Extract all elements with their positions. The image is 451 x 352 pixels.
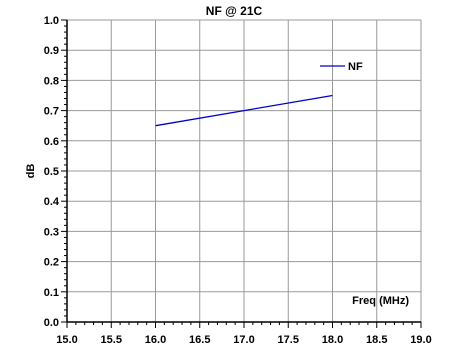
series-layer [155,94,333,127]
y-tick-label: 0.7 [44,106,59,118]
y-tick-label: 0.0 [44,317,59,329]
y-tick-label: 0.8 [44,75,59,87]
x-tick-label: 17.5 [278,334,299,346]
x-tick-label: 17.0 [233,334,254,346]
x-tick-label: 18.0 [322,334,343,346]
y-tick-label: 0.9 [44,45,59,57]
legend: NF [320,61,363,73]
y-tick-label: 0.5 [44,166,59,178]
x-tick-label: 15.5 [101,334,122,346]
y-tick-label: 0.3 [44,226,59,238]
y-axis-label: dB [25,164,37,179]
y-tick-label: 0.1 [44,287,59,299]
axis-layer [61,19,422,328]
series-line-nf [155,94,333,127]
grid-layer [67,19,422,322]
x-tick-label: 18.5 [366,334,387,346]
chart-title: NF @ 21C [206,4,263,18]
y-tick-label: 0.4 [44,196,60,208]
y-tick-label: 1.0 [44,15,59,27]
y-tick-label: 0.6 [44,136,59,148]
x-tick-label: 15.0 [56,334,77,346]
x-tick-label: 19.0 [410,334,431,346]
x-tick-label: 16.5 [189,334,210,346]
legend-label: NF [348,61,363,73]
y-tick-label: 0.2 [44,257,59,269]
tick-layer: 15.0 15.5 16.0 16.5 17.0 17.5 18.0 18.5 19.0 0.0 0… [44,15,432,346]
x-axis-label: Freq (MHz) [352,295,409,307]
x-tick-label: 16.0 [145,334,166,346]
